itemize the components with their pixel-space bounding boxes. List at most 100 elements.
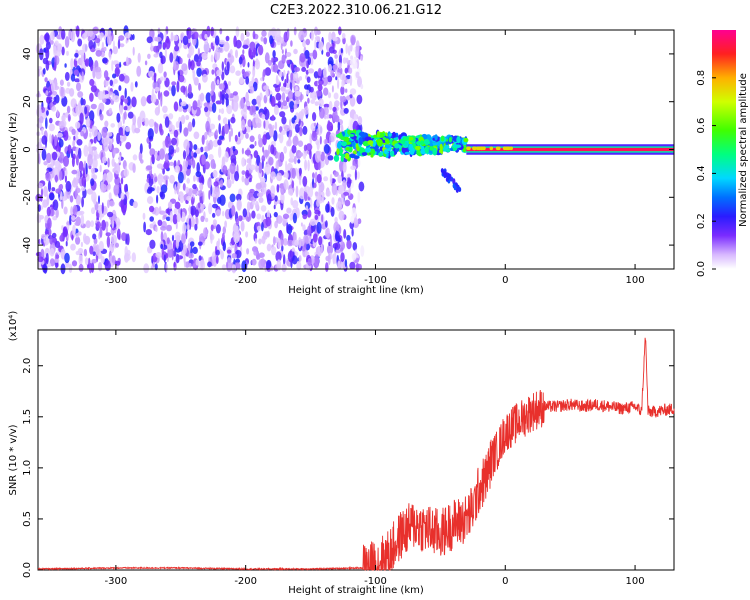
signal-blob: [382, 137, 387, 140]
noise-blob: [287, 239, 294, 247]
noise-blob: [110, 219, 113, 225]
noise-blob: [242, 208, 247, 218]
noise-blob: [252, 30, 256, 40]
noise-blob: [320, 76, 323, 82]
noise-blob: [197, 190, 204, 197]
noise-blob: [134, 81, 138, 88]
noise-blob: [254, 59, 261, 70]
noise-blob: [139, 110, 146, 123]
noise-blob: [340, 86, 345, 95]
noise-blob: [193, 131, 200, 140]
noise-blob: [280, 192, 285, 204]
noise-blob: [245, 76, 250, 85]
noise-blob: [309, 52, 313, 57]
noise-blob: [302, 224, 306, 232]
noise-blob: [39, 137, 42, 144]
noise-blob: [75, 121, 81, 129]
noise-blob: [78, 147, 82, 159]
noise-blob: [188, 58, 191, 71]
noise-blob: [294, 112, 300, 124]
noise-blob: [163, 214, 167, 220]
noise-blob: [340, 252, 345, 263]
noise-blob: [316, 199, 320, 208]
noise-blob: [298, 76, 303, 81]
noise-blob: [89, 245, 94, 255]
noise-blob: [46, 194, 50, 206]
noise-blob: [110, 262, 114, 268]
noise-blob: [212, 255, 218, 267]
noise-blob: [249, 135, 255, 143]
noise-blob: [132, 154, 138, 161]
signal-blob: [434, 134, 438, 141]
noise-blob: [63, 206, 68, 215]
colorbar-tick-label: 0.0: [696, 261, 707, 277]
noise-blob: [266, 193, 272, 205]
noise-blob: [173, 149, 177, 154]
noise-blob: [159, 128, 164, 136]
noise-blob: [241, 175, 245, 183]
noise-blob: [272, 57, 279, 62]
noise-blob: [105, 232, 111, 237]
signal-blob: [404, 151, 411, 155]
noise-blob: [270, 185, 276, 196]
noise-blob: [222, 241, 226, 252]
noise-blob: [53, 61, 57, 72]
noise-blob: [236, 199, 242, 211]
noise-blob: [95, 50, 102, 57]
noise-blob: [344, 259, 348, 268]
noise-blob: [248, 49, 253, 59]
noise-blob: [93, 149, 98, 161]
noise-blob: [150, 93, 157, 104]
signal-blob: [394, 143, 400, 149]
signal-blob: [415, 145, 421, 151]
noise-blob: [281, 92, 286, 102]
noise-blob: [274, 195, 278, 202]
noise-blob: [43, 186, 48, 197]
noise-blob: [106, 33, 112, 46]
noise-blob: [229, 49, 233, 55]
noise-blob: [333, 221, 340, 233]
noise-blob: [353, 113, 357, 122]
noise-blob: [245, 31, 250, 37]
x-tick-label: -300: [105, 576, 128, 587]
noise-blob: [146, 196, 154, 205]
noise-blob: [285, 160, 288, 173]
noise-blob: [294, 90, 301, 97]
noise-blob: [297, 140, 304, 147]
noise-blob: [43, 48, 46, 53]
noise-blob: [255, 182, 262, 190]
noise-blob: [330, 206, 335, 217]
noise-blob: [283, 69, 286, 78]
noise-blob: [246, 194, 249, 200]
noise-blob: [163, 71, 167, 78]
signal-blob: [373, 134, 378, 138]
noise-blob: [193, 77, 199, 86]
spectrogram-marks: [35, 25, 674, 275]
noise-blob: [38, 239, 41, 245]
noise-blob: [108, 107, 113, 114]
signal-blob: [424, 146, 429, 154]
noise-blob: [251, 104, 256, 113]
x-tick-label: -200: [234, 576, 257, 587]
noise-blob: [339, 247, 344, 252]
noise-blob: [235, 218, 240, 226]
noise-blob: [149, 28, 155, 39]
noise-blob: [120, 98, 123, 106]
noise-blob: [315, 90, 322, 97]
noise-blob: [252, 66, 256, 78]
noise-blob: [332, 64, 338, 70]
noise-blob: [174, 45, 180, 52]
noise-blob: [337, 78, 340, 90]
noise-blob: [290, 40, 293, 47]
noise-blob: [332, 42, 335, 48]
noise-blob: [357, 79, 362, 86]
noise-blob: [326, 187, 329, 194]
signal-blob: [376, 138, 383, 147]
noise-blob: [113, 78, 118, 84]
noise-blob: [263, 183, 267, 188]
noise-blob: [195, 217, 199, 226]
noise-blob: [337, 260, 341, 270]
noise-blob: [302, 176, 308, 187]
signal-blob: [440, 135, 445, 142]
noise-blob: [323, 106, 329, 116]
